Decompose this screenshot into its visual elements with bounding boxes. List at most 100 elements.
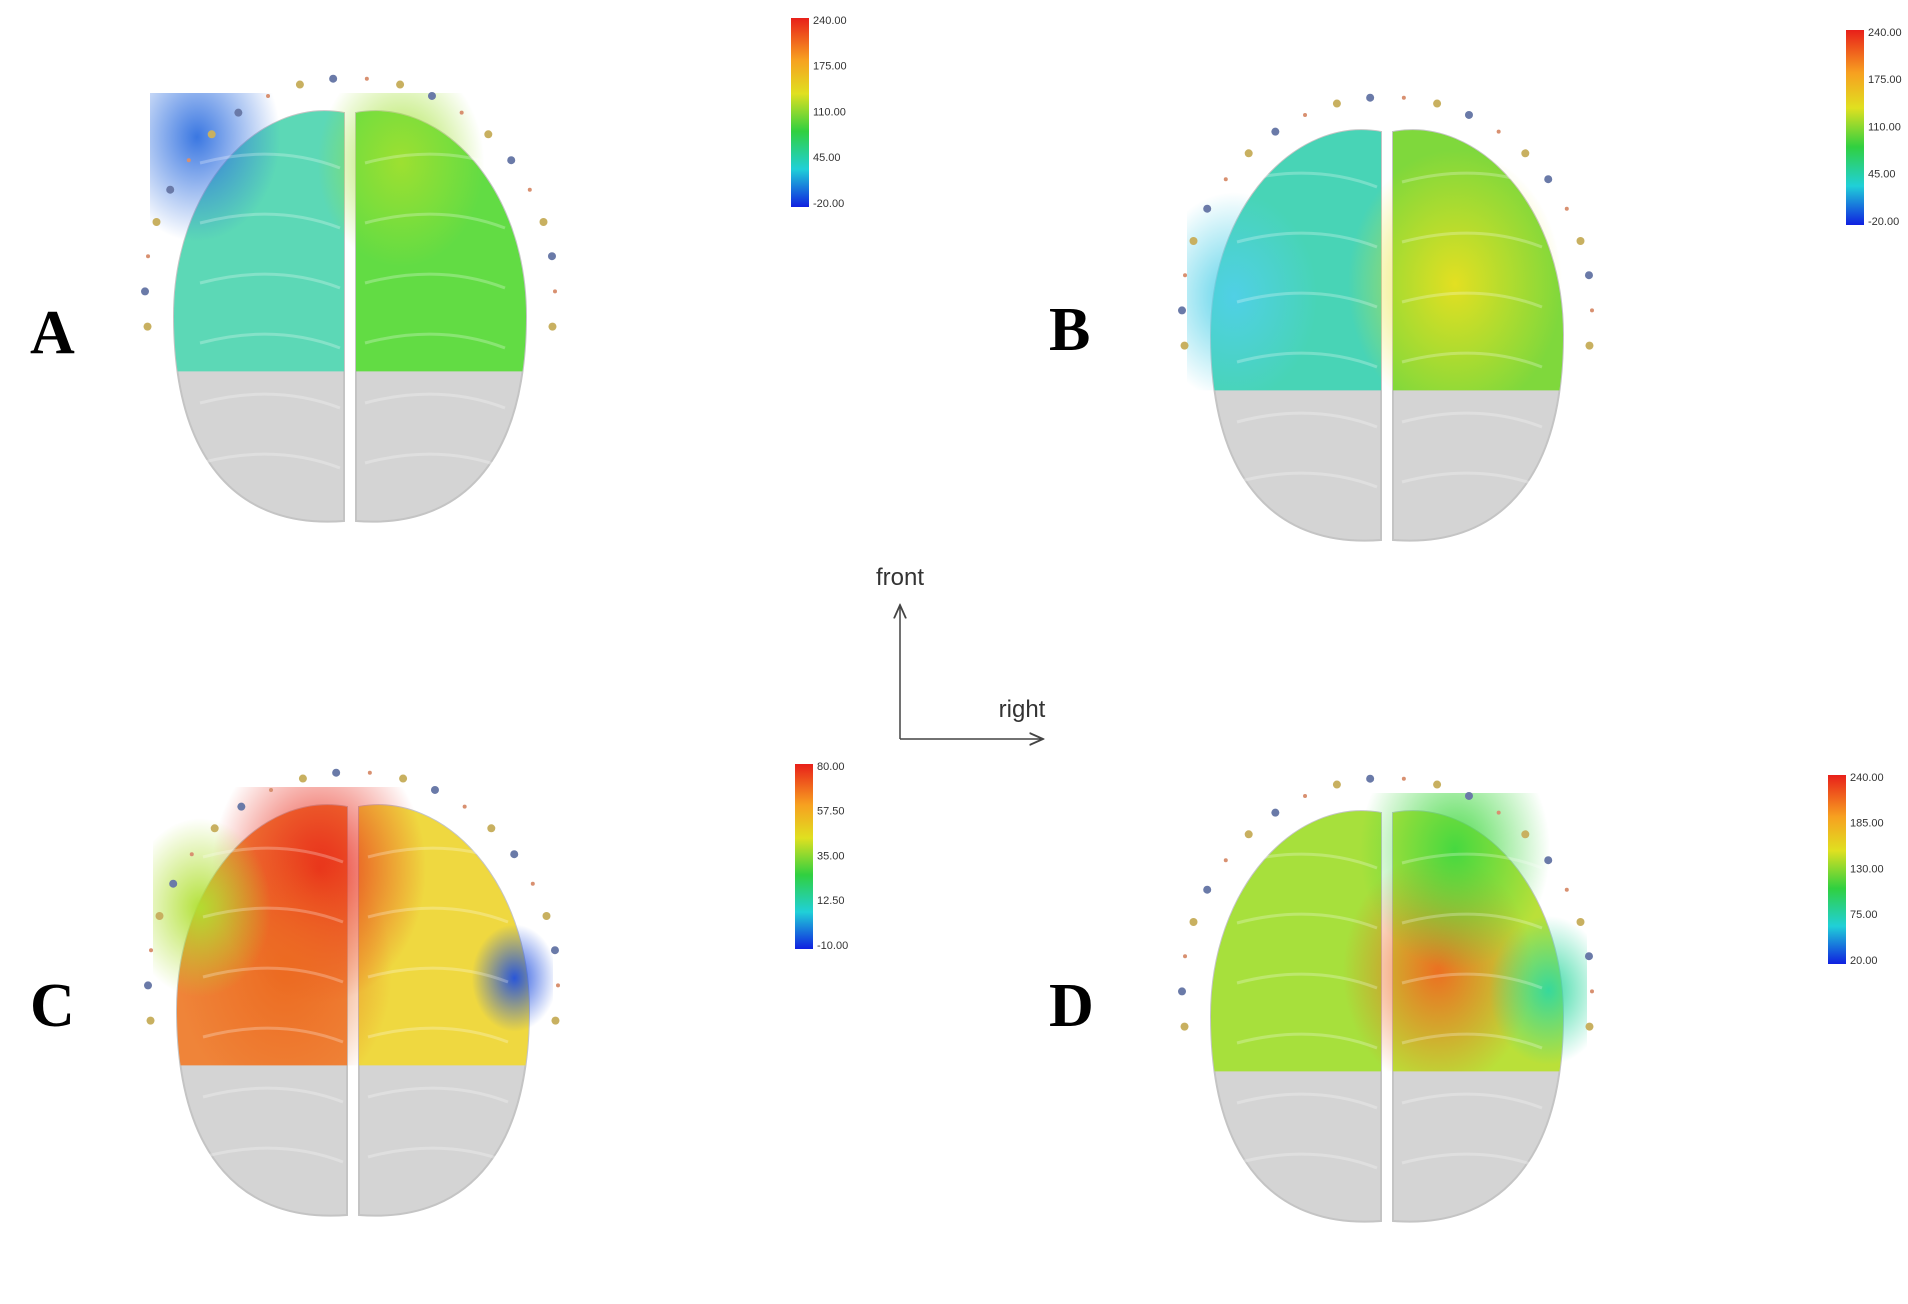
electrode [1183,954,1188,959]
gyrus [202,1026,509,1044]
panel: A 240.00 175.00 110.00 45.00 -20.00 [30,15,847,523]
electrode [430,785,439,794]
colorbar [795,764,813,949]
gyrus [1236,411,1543,429]
gyrus [1236,351,1543,369]
electrode [1178,306,1187,315]
electrode [507,156,516,165]
electrode [1496,129,1501,134]
electrode [550,946,559,955]
electrode [1180,341,1189,350]
electrode [1433,99,1442,108]
colorbar-tick-label: 110.00 [813,106,846,118]
electrode [1223,177,1228,182]
colorbar-tick-label: -10.00 [817,940,848,952]
electrode [143,322,152,331]
gyrus [1236,912,1543,930]
gyrus [1236,1152,1543,1170]
electrode [1464,110,1473,119]
gyrus [1236,852,1543,870]
gyrus [199,152,506,170]
colorbar-tick-label: 175.00 [1868,74,1902,86]
panel: C 80.00 57.50 35.00 12.50 -10.00 [30,761,848,1217]
electrode [1189,917,1198,926]
electrode [1544,856,1553,865]
electrode [539,217,548,226]
electrode [269,787,274,792]
colorbar-tick-label: 80.00 [817,761,845,773]
hot-spot [1187,192,1318,391]
gyrus [1236,231,1543,249]
electrode [329,74,338,83]
gyrus [202,846,509,864]
electrode [1589,989,1594,994]
gyrus [202,1146,509,1164]
electrode [1183,273,1188,278]
electrode [527,187,532,192]
electrode [189,852,194,857]
electrode [1576,917,1585,926]
hot-spot [317,93,485,267]
electrode [552,289,557,294]
electrode [1584,952,1593,961]
hot-spot [153,818,272,998]
panel-label: C [30,972,75,1040]
orientation-axes: front right [876,564,1046,739]
electrode [1332,780,1341,789]
electrode [1332,99,1341,108]
electrode [1244,830,1253,839]
electrode [1366,93,1375,102]
gyrus [202,1086,509,1104]
right-label: right [999,696,1046,723]
panel: B 240.00 175.00 110.00 45.00 -20.00 [1049,27,1902,542]
colorbar-tick-label: 45.00 [1868,169,1896,181]
electrode [1585,341,1594,350]
front-label: front [876,564,924,591]
electrode [1271,127,1280,136]
electrode [459,110,464,115]
hot-spot [1489,915,1587,1065]
electrode [1584,271,1593,280]
gyrus [199,272,506,290]
electrode [1366,774,1375,783]
colorbar-tick-label: 12.50 [817,895,845,907]
electrode [551,1016,560,1025]
electrode [295,80,304,89]
colorbar-tick-label: 240.00 [1868,27,1902,39]
electrode [144,981,153,990]
electrode [1521,149,1530,158]
electrode [169,879,178,888]
electrode [555,983,560,988]
electrode [1178,987,1187,996]
gyrus [1236,291,1543,309]
electrode [237,802,246,811]
electrode [487,824,496,833]
colorbar-tick-label: 110.00 [1868,121,1901,133]
colorbar-tick-label: 45.00 [813,152,841,164]
electrode [298,774,307,783]
electrode [141,287,150,296]
electrode [1203,204,1212,213]
electrode [1464,791,1473,800]
electrode [1303,793,1308,798]
gyrus [202,966,509,984]
panel-label: B [1049,296,1090,364]
colorbar-tick-label: -20.00 [1868,216,1899,228]
electrode [332,768,341,777]
electrode [1585,1022,1594,1031]
electrode [396,80,405,89]
colorbar-tick-label: 175.00 [813,61,847,73]
electrode [266,93,271,98]
gyrus [1236,1092,1543,1110]
electrode [1271,808,1280,817]
electrode [186,158,191,163]
electrode [152,217,161,226]
electrode [427,91,436,100]
electrode [146,1016,155,1025]
gyrus [199,452,506,470]
hot-spot [150,93,281,242]
electrode [547,252,556,261]
colorbar-tick-label: 20.00 [1850,955,1878,967]
gyrus [199,332,506,350]
